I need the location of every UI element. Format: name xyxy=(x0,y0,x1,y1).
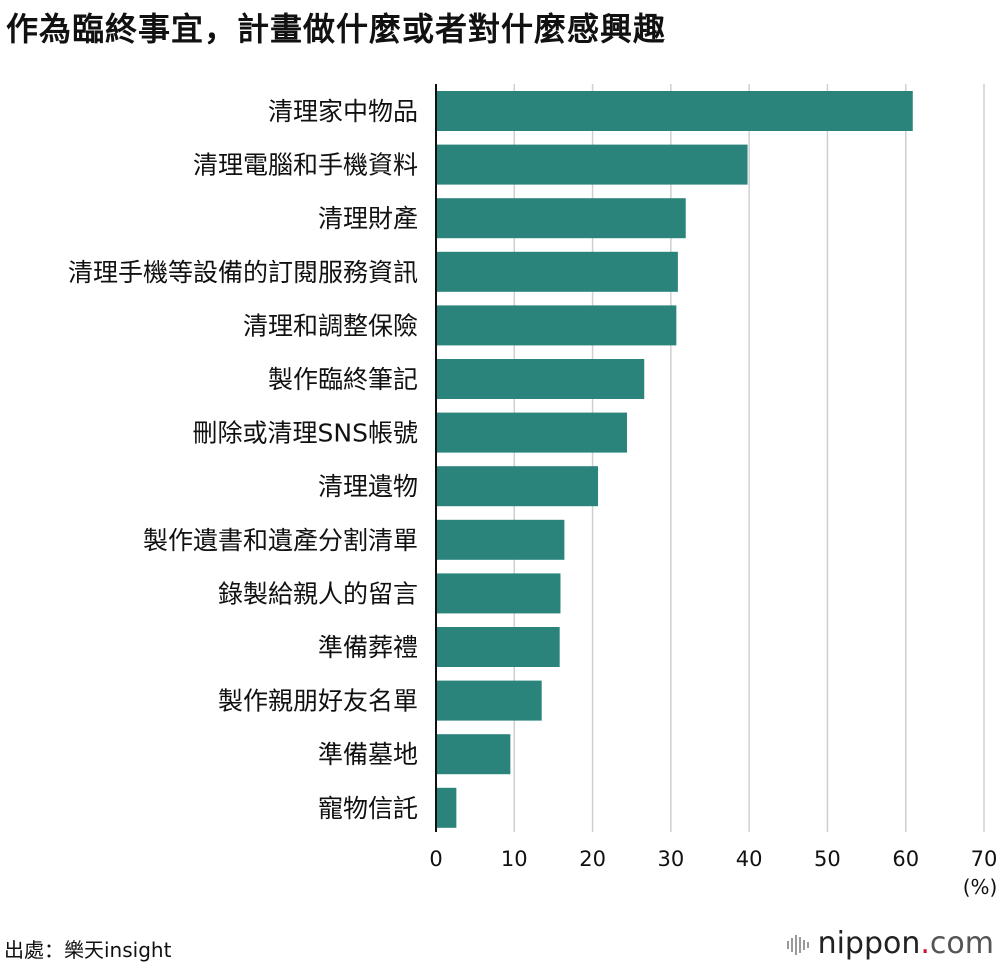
category-label: 清理財產 xyxy=(318,204,418,233)
category-label: 製作親朋好友名單 xyxy=(218,687,418,716)
x-tick-label: 50 xyxy=(814,847,841,871)
x-tick-label: 70 xyxy=(971,847,998,871)
bar xyxy=(436,198,686,239)
x-tick-label: 30 xyxy=(657,847,684,871)
category-label: 製作遺書和遺產分割清單 xyxy=(143,526,418,555)
x-tick-label: 60 xyxy=(892,847,919,871)
category-label: 清理家中物品 xyxy=(268,97,418,126)
logo-main: nippon xyxy=(817,926,921,961)
bar xyxy=(436,519,565,560)
bar xyxy=(436,734,511,775)
chart-title: 作為臨終事宜，計畫做什麼或者對什麼感興趣 xyxy=(6,10,667,48)
category-label: 清理電腦和手機資料 xyxy=(193,151,418,180)
bar xyxy=(436,627,560,667)
x-tick-label: 40 xyxy=(736,847,763,871)
category-label: 刪除或清理SNS帳號 xyxy=(193,419,418,448)
nippon-logo[interactable]: nippon.com xyxy=(786,926,994,961)
category-label: 清理遺物 xyxy=(318,472,418,501)
x-axis-unit: (%) xyxy=(963,875,998,899)
category-label: 錄製給親人的留言 xyxy=(218,579,418,608)
category-label: 寵物信託 xyxy=(318,794,418,823)
x-tick-label: 10 xyxy=(501,847,528,871)
category-label: 準備墓地 xyxy=(318,740,418,769)
x-tick-label: 20 xyxy=(579,847,606,871)
bar xyxy=(436,680,542,721)
logo-bars-icon xyxy=(786,934,809,955)
bar xyxy=(436,251,678,292)
bar xyxy=(436,412,628,453)
logo-suffix: com xyxy=(929,926,994,961)
bar xyxy=(436,787,457,828)
bar xyxy=(436,91,913,131)
x-tick-label: 0 xyxy=(429,847,442,871)
bar xyxy=(436,359,645,399)
category-label: 準備葬禮 xyxy=(318,633,418,662)
bar xyxy=(436,573,561,614)
bar xyxy=(436,466,599,507)
source-note: 出處：樂天insight xyxy=(4,938,172,962)
category-label: 清理手機等設備的訂閱服務資訊 xyxy=(68,258,418,287)
logo-dot: . xyxy=(920,926,930,961)
category-label: 清理和調整保險 xyxy=(243,311,418,340)
bar xyxy=(436,144,748,185)
bar xyxy=(436,305,677,346)
category-label: 製作臨終筆記 xyxy=(268,365,418,394)
bar-chart: 0 10 20 30 40 50 60 70 (%) 清理家中物品清理電腦和手機資料清理財產清理手… xyxy=(68,84,998,899)
